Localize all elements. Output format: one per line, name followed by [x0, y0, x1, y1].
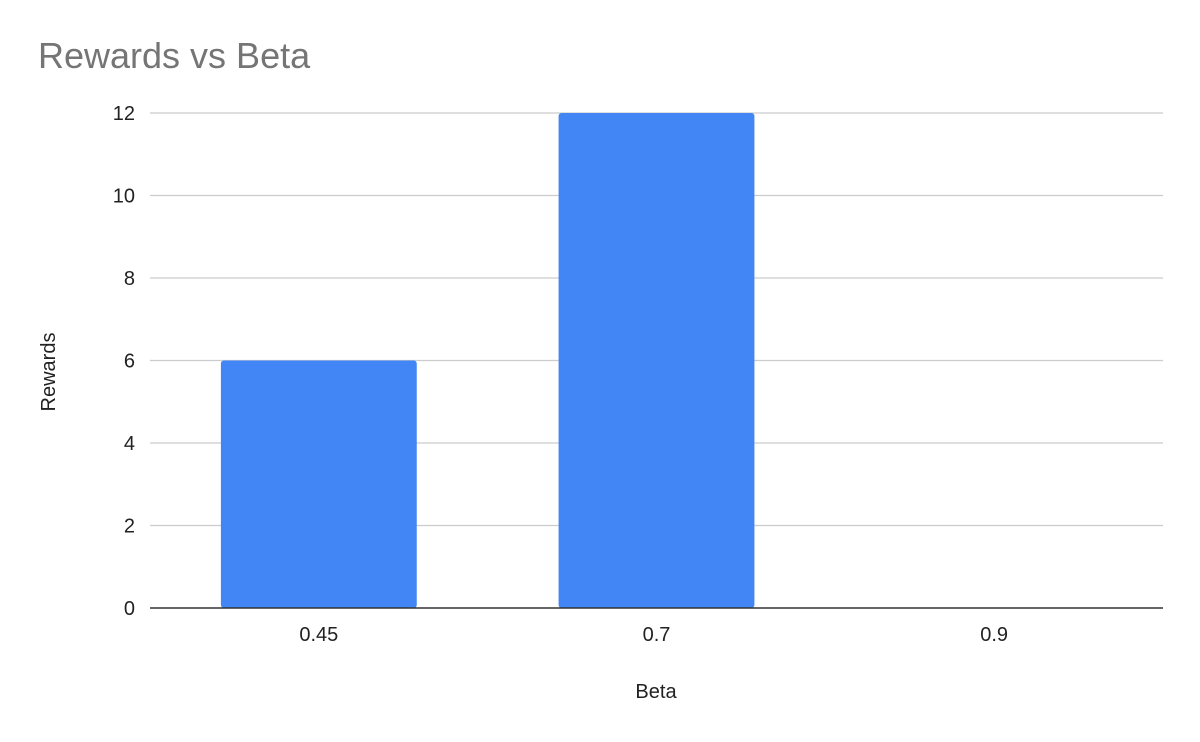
y-tick-label: 2: [124, 516, 135, 538]
y-tick-label: 4: [124, 433, 135, 455]
bar: [220, 360, 417, 608]
x-axis-ticks: 0.45 0.7 0.9: [299, 624, 1008, 646]
x-tick-label: 0.45: [299, 624, 338, 646]
y-tick-label: 6: [124, 351, 135, 373]
y-tick-label: 10: [113, 186, 135, 208]
y-axis-title: Rewards: [38, 333, 60, 412]
y-tick-label: 0: [124, 598, 135, 620]
y-tick-label: 8: [124, 268, 135, 290]
chart-title: Rewards vs Beta: [38, 35, 311, 76]
x-tick-label: 0.7: [643, 624, 671, 646]
bars: [220, 113, 755, 608]
y-axis-ticks: 0 2 4 6 8 10 12: [113, 103, 135, 620]
x-tick-label: 0.9: [980, 624, 1008, 646]
bar: [558, 113, 755, 608]
y-tick-label: 12: [113, 103, 135, 125]
x-axis-title: Beta: [635, 681, 677, 703]
